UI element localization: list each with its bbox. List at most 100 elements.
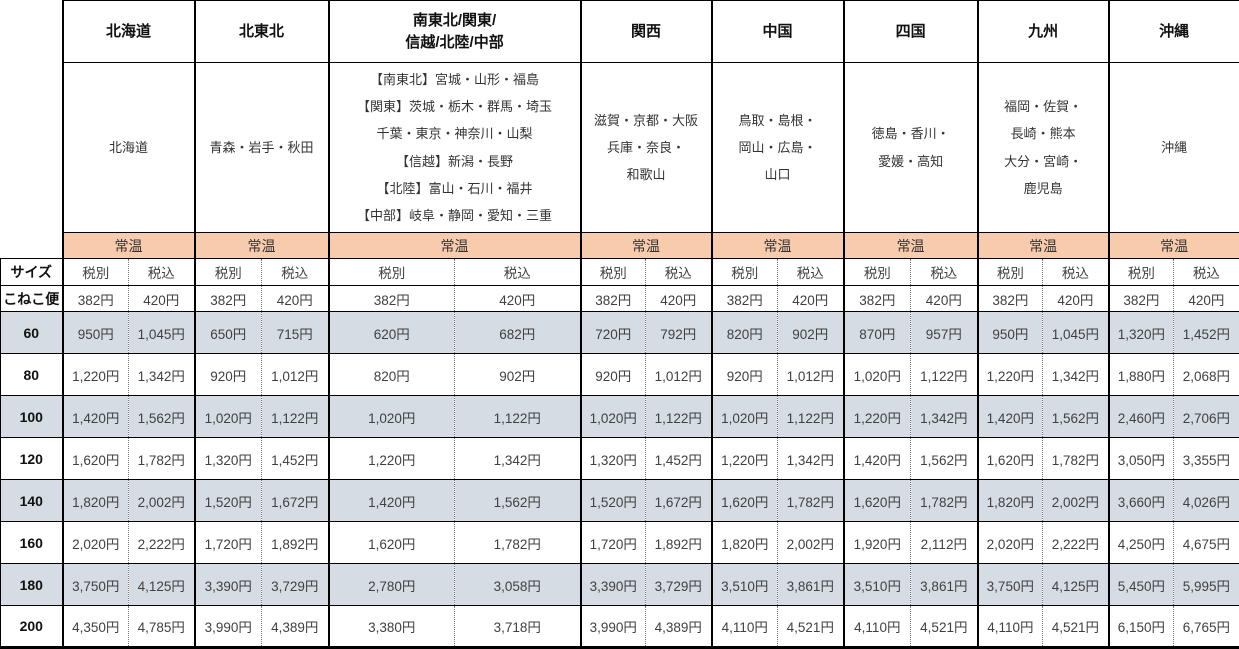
koneko-price-excluded: 382円	[579, 285, 647, 312]
price-cell-excluded: 1,420円	[976, 395, 1044, 438]
price-cell-included: 2,002円	[127, 479, 196, 522]
price-cell-included: 957円	[910, 311, 979, 354]
koneko-price-included: 420円	[127, 285, 196, 312]
price-cell-excluded: 3,750円	[61, 563, 129, 606]
prefecture-line: 大分・宮崎・	[1004, 153, 1083, 169]
price-cell-included: 2,706円	[1173, 395, 1239, 438]
koneko-price-excluded: 382円	[1107, 285, 1175, 312]
prefecture-list: 福岡・佐賀・ 長崎・熊本 大分・宮崎・ 鹿児島	[976, 62, 1110, 233]
size-row-header: 200	[0, 605, 63, 648]
prefecture-list: 滋賀・京都・大阪 兵庫・奈良・ 和歌山	[579, 62, 713, 233]
price-cell-included: 2,002円	[1042, 479, 1110, 522]
region-header-line: 四国	[895, 22, 926, 40]
price-cell-included: 3,861円	[910, 563, 979, 606]
prefecture-line: 千葉・東京・神奈川・山梨	[376, 126, 533, 142]
price-cell-included: 4,521円	[1042, 605, 1110, 648]
price-cell-excluded: 3,660円	[1107, 479, 1175, 522]
tax-included-header: 税込	[910, 258, 979, 286]
price-cell-excluded: 1,820円	[61, 479, 129, 522]
prefecture-line: 滋賀・京都・大阪	[594, 112, 699, 128]
price-cell-excluded: 3,990円	[193, 605, 263, 648]
price-cell-included: 1,045円	[1042, 311, 1110, 354]
koneko-price-included: 420円	[777, 285, 845, 312]
price-cell-included: 4,389円	[645, 605, 713, 648]
prefecture-line: 【信越】新潟・長野	[396, 153, 514, 169]
koneko-price-excluded: 382円	[976, 285, 1044, 312]
tax-included-header: 税込	[261, 258, 330, 286]
size-row-header: 160	[0, 521, 63, 564]
price-cell-included: 1,342円	[454, 437, 582, 480]
price-cell-included: 1,122円	[645, 395, 713, 438]
region-header: 中国	[710, 0, 845, 63]
price-cell-excluded: 1,420円	[327, 479, 456, 522]
price-cell-excluded: 3,390円	[193, 563, 263, 606]
tax-excluded-header: 税別	[193, 258, 263, 286]
region-header: 北東北	[193, 0, 330, 63]
price-cell-included: 4,026円	[1173, 479, 1239, 522]
tax-included-header: 税込	[1042, 258, 1110, 286]
size-row-header: 100	[0, 395, 63, 438]
size-row-header: 80	[0, 353, 63, 396]
prefecture-line: 岡山・広島・	[738, 139, 817, 155]
koneko-price-excluded: 382円	[193, 285, 263, 312]
size-row-header: 60	[0, 311, 63, 354]
price-cell-included: 4,125円	[127, 563, 196, 606]
price-cell-excluded: 820円	[710, 311, 779, 354]
price-cell-excluded: 1,420円	[61, 395, 129, 438]
price-cell-excluded: 1,520円	[193, 479, 263, 522]
size-column-header: サイズ	[0, 258, 63, 286]
price-cell-included: 1,562円	[910, 437, 979, 480]
price-cell-included: 1,045円	[127, 311, 196, 354]
price-cell-included: 1,782円	[454, 521, 582, 564]
price-cell-included: 4,521円	[777, 605, 845, 648]
region-header-line: 北海道	[106, 22, 152, 40]
price-cell-included: 1,672円	[261, 479, 330, 522]
price-cell-excluded: 1,720円	[193, 521, 263, 564]
price-cell-included: 2,112円	[910, 521, 979, 564]
prefecture-list: 北海道	[61, 62, 196, 233]
price-cell-included: 2,222円	[1042, 521, 1110, 564]
price-cell-excluded: 1,720円	[579, 521, 647, 564]
price-cell-excluded: 1,220円	[61, 353, 129, 396]
price-cell-excluded: 4,250円	[1107, 521, 1175, 564]
price-cell-included: 1,892円	[645, 521, 713, 564]
tax-included-header: 税込	[454, 258, 582, 286]
koneko-price-excluded: 382円	[710, 285, 779, 312]
price-cell-included: 902円	[777, 311, 845, 354]
price-cell-excluded: 2,460円	[1107, 395, 1175, 438]
koneko-price-included: 420円	[910, 285, 979, 312]
price-cell-excluded: 1,020円	[193, 395, 263, 438]
prefecture-line: 鹿児島	[1023, 180, 1063, 196]
price-cell-included: 1,122円	[777, 395, 845, 438]
price-cell-included: 3,729円	[261, 563, 330, 606]
price-cell-excluded: 620円	[327, 311, 456, 354]
price-cell-excluded: 4,350円	[61, 605, 129, 648]
price-cell-excluded: 1,820円	[710, 521, 779, 564]
price-cell-included: 2,068円	[1173, 353, 1239, 396]
prefecture-list: 青森・岩手・秋田	[193, 62, 330, 233]
temperature-cell: 常温	[1107, 232, 1239, 259]
prefecture-list: 鳥取・島根・ 岡山・広島・ 山口	[710, 62, 845, 233]
temperature-cell: 常温	[193, 232, 330, 259]
price-cell-excluded: 2,020円	[976, 521, 1044, 564]
size-row-header: 140	[0, 479, 63, 522]
koneko-price-excluded: 382円	[327, 285, 456, 312]
price-cell-excluded: 3,990円	[579, 605, 647, 648]
koneko-price-excluded: 382円	[842, 285, 912, 312]
price-cell-included: 3,861円	[777, 563, 845, 606]
prefecture-line: 鳥取・島根・	[738, 112, 817, 128]
price-cell-included: 1,892円	[261, 521, 330, 564]
prefecture-line: 和歌山	[626, 167, 666, 183]
price-cell-excluded: 1,020円	[842, 353, 912, 396]
price-cell-included: 4,521円	[910, 605, 979, 648]
price-cell-excluded: 4,110円	[842, 605, 912, 648]
price-cell-excluded: 820円	[327, 353, 456, 396]
price-cell-included: 1,012円	[261, 353, 330, 396]
price-cell-included: 4,389円	[261, 605, 330, 648]
price-cell-excluded: 1,920円	[842, 521, 912, 564]
price-cell-excluded: 650円	[193, 311, 263, 354]
prefecture-line: 【南東北】宮城・山形・福島	[370, 71, 540, 87]
price-cell-included: 4,785円	[127, 605, 196, 648]
tax-excluded-header: 税別	[1107, 258, 1175, 286]
